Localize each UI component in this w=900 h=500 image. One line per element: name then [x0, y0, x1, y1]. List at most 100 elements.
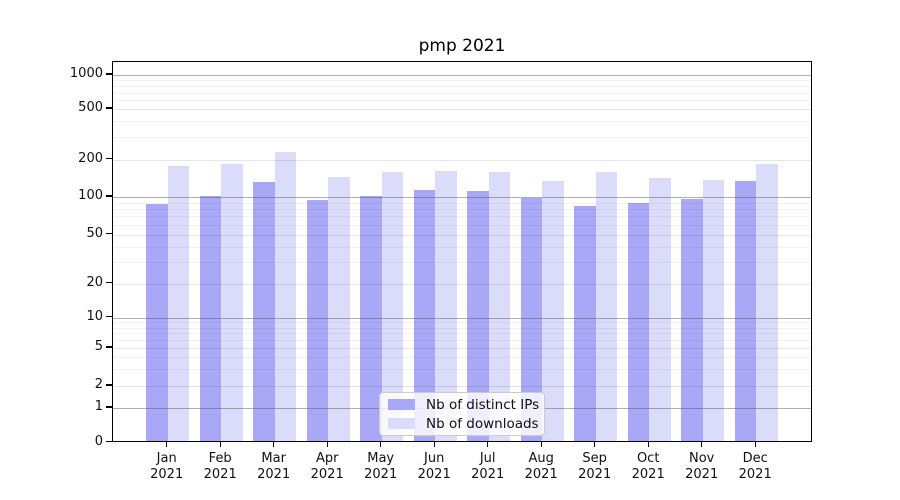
- gridline-minor: [113, 216, 811, 218]
- x-tick-label-oct: Oct 2021: [631, 450, 665, 483]
- x-tick-mark: [487, 441, 489, 447]
- gridline-major: [113, 234, 811, 236]
- x-tick-mark: [326, 441, 328, 447]
- y-tick-label-50: 50: [86, 225, 103, 241]
- bar-downloads-jan: [167, 165, 190, 441]
- x-tick-label-dec: Dec 2021: [738, 450, 772, 483]
- y-tick-mark: [106, 73, 112, 75]
- y-tick-label-10: 10: [86, 308, 103, 324]
- y-tick-label-5: 5: [94, 339, 103, 354]
- x-tick-label-jun: Jun 2021: [417, 450, 451, 483]
- bar-ips-sep: [574, 206, 596, 441]
- x-tick-label-may: May 2021: [364, 450, 398, 483]
- x-tick-label-nov: Nov 2021: [685, 450, 719, 483]
- gridline-minor: [113, 246, 811, 248]
- gridline-minor: [113, 322, 811, 324]
- legend: Nb of distinct IPs Nb of downloads: [379, 392, 545, 436]
- y-tick-mark: [106, 158, 112, 160]
- legend-swatch-ips: [388, 399, 415, 410]
- x-tick-mark: [166, 441, 168, 447]
- bar-ips-mar: [253, 182, 275, 441]
- bar-downloads-feb: [221, 163, 243, 441]
- bar-ips-apr: [306, 200, 329, 441]
- x-tick-mark: [701, 441, 703, 447]
- y-tick-mark: [106, 384, 112, 386]
- x-tick-mark: [594, 441, 596, 447]
- y-tick-mark: [106, 195, 112, 197]
- gridline-minor: [113, 369, 811, 371]
- gridline-major: [113, 197, 811, 198]
- bar-downloads-aug: [542, 181, 564, 441]
- gridline-minor: [113, 80, 811, 82]
- x-tick-mark: [647, 441, 649, 447]
- gridline-major: [113, 348, 811, 349]
- y-tick-label-0: 0: [94, 433, 103, 449]
- x-tick-mark: [380, 441, 382, 447]
- chart-title: pmp 2021: [418, 36, 506, 56]
- gridline-minor: [113, 100, 811, 102]
- y-tick-label-1000: 1000: [69, 66, 103, 81]
- legend-swatch-downloads: [388, 418, 415, 429]
- x-tick-label-jul: Jul 2021: [471, 450, 505, 483]
- y-tick-label-200: 200: [78, 150, 103, 166]
- gridline-major: [113, 75, 811, 76]
- y-tick-mark: [106, 232, 112, 235]
- y-tick-mark: [106, 346, 112, 348]
- y-tick-mark: [106, 316, 112, 318]
- gridline-minor: [113, 224, 811, 226]
- legend-row: Nb of downloads: [388, 415, 539, 432]
- y-tick-label-100: 100: [78, 188, 103, 203]
- gridline-minor: [113, 357, 811, 359]
- legend-label: Nb of downloads: [426, 415, 539, 432]
- x-tick-mark: [540, 441, 542, 447]
- gridline-minor: [113, 261, 811, 263]
- bar-ips-jul: [467, 191, 489, 441]
- bar-ips-jun: [413, 190, 436, 441]
- y-tick-mark: [106, 440, 112, 443]
- y-tick-label-1: 1: [94, 399, 103, 414]
- gridline-minor: [113, 137, 811, 139]
- bar-downloads-mar: [274, 152, 297, 441]
- bar-ips-oct: [627, 203, 650, 441]
- bar-ips-dec: [734, 181, 757, 441]
- bar-downloads-nov: [702, 180, 725, 441]
- bar-downloads-dec: [756, 163, 778, 441]
- x-tick-label-jan: Jan 2021: [150, 450, 184, 483]
- bar-ips-may: [360, 195, 382, 441]
- bar-ips-jan: [146, 204, 168, 441]
- bar-ips-feb: [199, 195, 222, 441]
- y-tick-label-500: 500: [78, 100, 103, 115]
- gridline-major: [113, 159, 811, 161]
- x-tick-label-feb: Feb 2021: [203, 450, 237, 483]
- y-tick-label-20: 20: [86, 274, 103, 290]
- gridline-minor: [113, 327, 811, 329]
- gridline-minor: [113, 340, 811, 341]
- bar-downloads-jun: [435, 171, 457, 441]
- y-tick-mark: [106, 406, 112, 408]
- gridline-minor: [113, 85, 811, 87]
- gridline-major: [113, 317, 811, 319]
- gridline-minor: [113, 209, 811, 211]
- x-tick-mark: [273, 441, 275, 447]
- x-tick-mark: [754, 441, 756, 447]
- bar-downloads-jul: [488, 172, 511, 441]
- bar-downloads-oct: [649, 178, 671, 441]
- bar-downloads-sep: [595, 172, 618, 441]
- x-tick-label-aug: Aug 2021: [524, 450, 558, 483]
- bar-ips-nov: [681, 198, 703, 441]
- bar-downloads-apr: [328, 177, 350, 441]
- y-tick-mark: [106, 282, 112, 284]
- x-tick-label-sep: Sep 2021: [578, 450, 612, 483]
- y-tick-label-2: 2: [94, 377, 103, 392]
- bar-downloads-may: [381, 171, 404, 441]
- gridline-major: [113, 283, 811, 285]
- y-tick-mark: [106, 107, 112, 109]
- gridline-major: [113, 109, 811, 110]
- gridline-minor: [113, 202, 811, 204]
- x-tick-mark: [219, 441, 221, 447]
- x-tick-label-apr: Apr 2021: [310, 450, 344, 483]
- gridline-minor: [113, 333, 811, 335]
- x-tick-label-mar: Mar 2021: [257, 450, 291, 483]
- plot-area: [112, 61, 812, 442]
